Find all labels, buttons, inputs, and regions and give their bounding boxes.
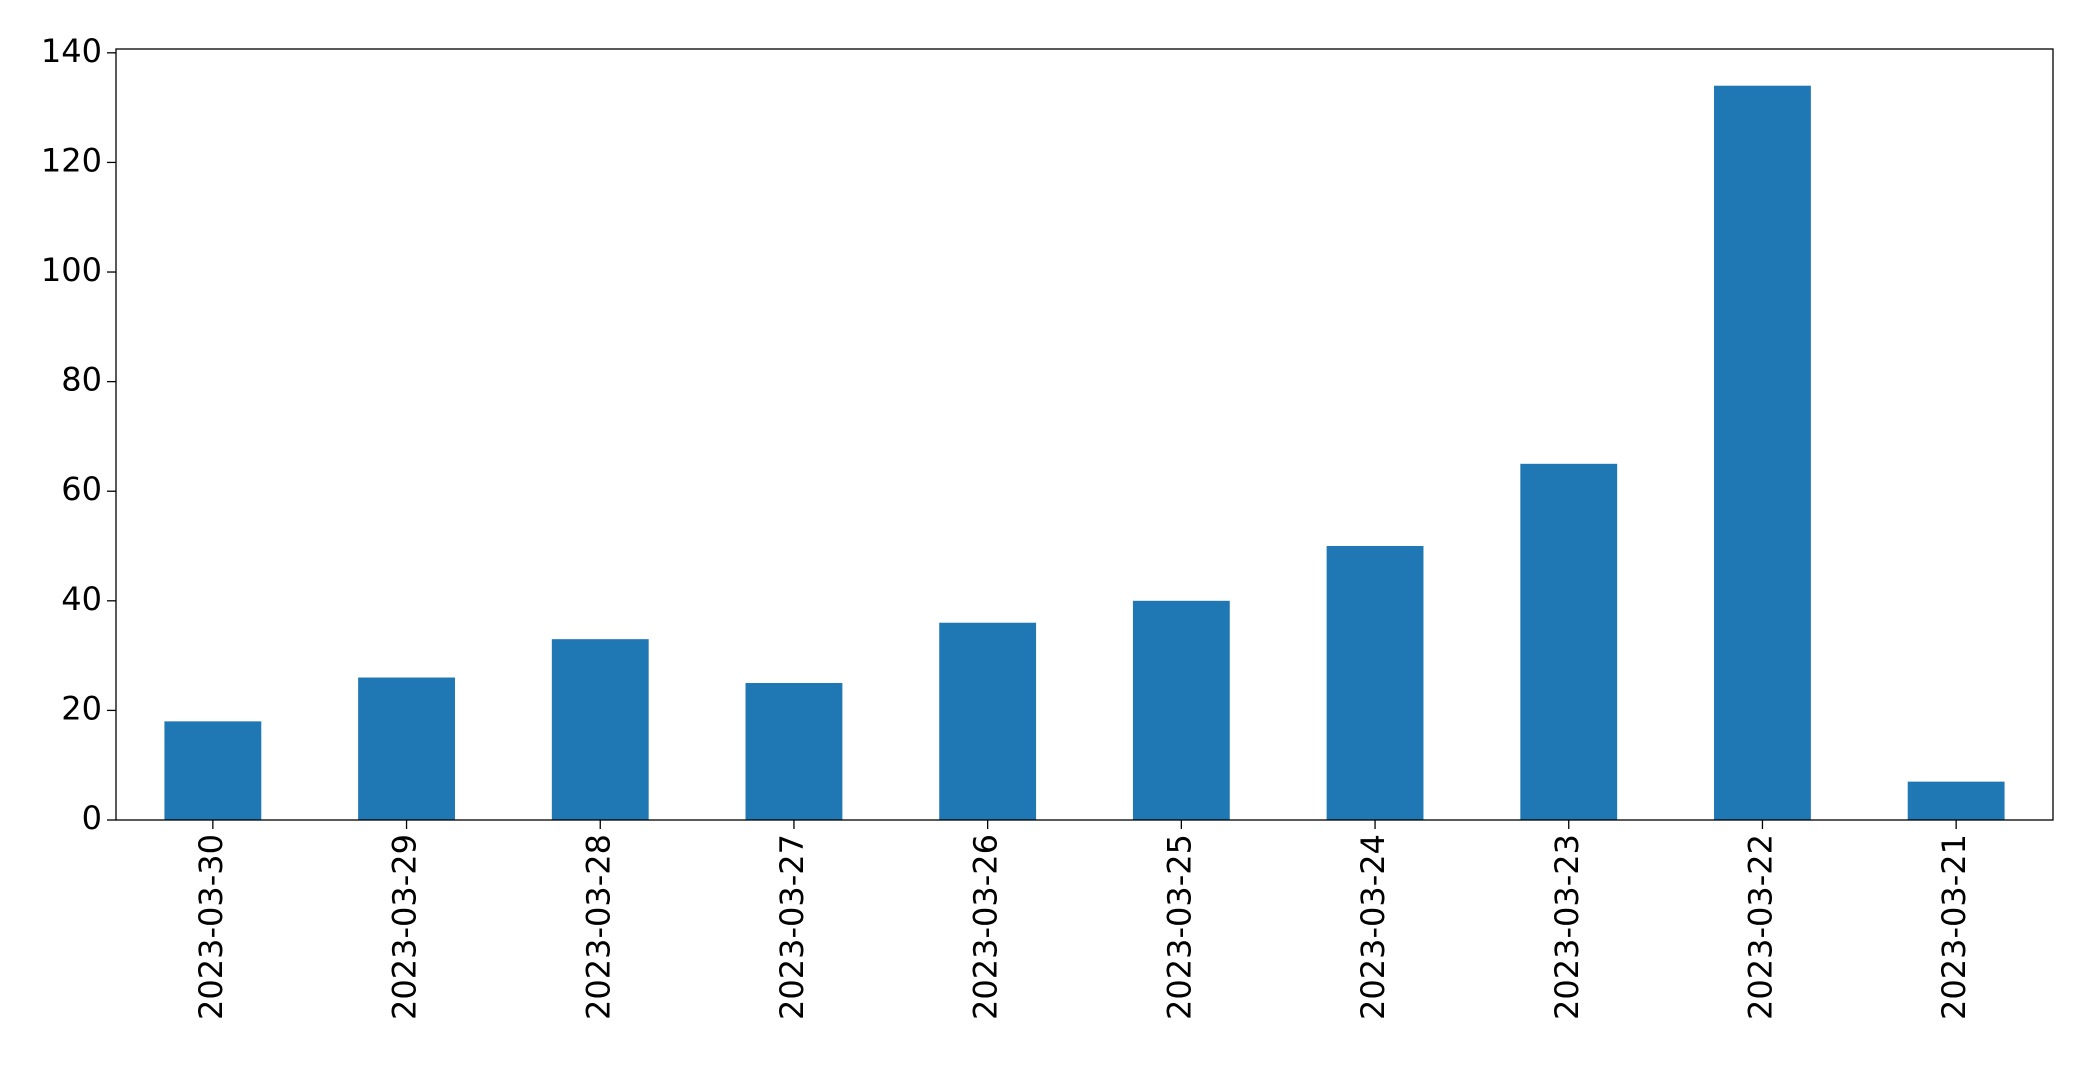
y-tick-label: 100 [41,251,102,289]
x-tick-label: 2023-03-28 [579,834,617,1020]
x-tick-label: 2023-03-25 [1160,834,1198,1020]
bar [1326,546,1424,820]
bar [745,683,843,820]
bar [164,721,262,820]
bar [551,639,649,820]
y-tick-label: 120 [41,141,102,179]
y-tick-label: 20 [61,689,102,727]
bar [1714,85,1811,820]
y-tick-label: 40 [61,580,102,618]
bar [1520,463,1618,820]
x-tick-label: 2023-03-22 [1741,834,1779,1020]
axes-frame [115,48,2054,821]
x-tick-label: 2023-03-26 [967,834,1005,1020]
x-tick-label: 2023-03-24 [1354,834,1392,1020]
bar [1907,781,2005,820]
x-tick-label: 2023-03-27 [773,834,811,1020]
y-tick-label: 60 [61,470,102,508]
bar [1132,600,1230,820]
x-tick-label: 2023-03-30 [192,834,230,1020]
bar [358,677,455,820]
y-tick-label: 80 [61,361,102,399]
bar [939,622,1037,820]
x-tick-label: 2023-03-23 [1548,834,1586,1020]
y-tick-label: 0 [82,799,102,837]
x-tick-label: 2023-03-29 [386,834,424,1020]
x-tick-label: 2023-03-21 [1935,834,1973,1020]
y-tick-label: 140 [41,32,102,70]
